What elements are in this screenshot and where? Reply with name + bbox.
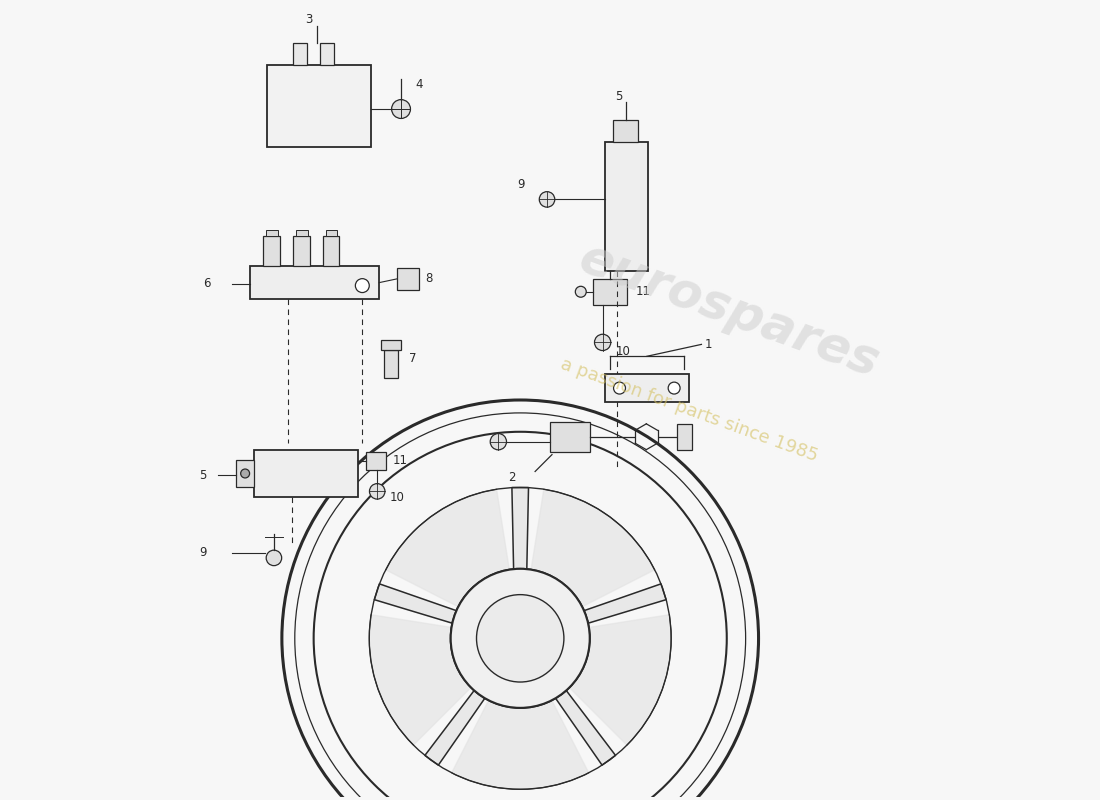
Text: 8: 8 (425, 272, 432, 286)
Circle shape (614, 382, 626, 394)
Circle shape (491, 434, 506, 450)
Circle shape (392, 100, 410, 118)
Bar (550, 422, 590, 452)
Text: 10: 10 (390, 491, 405, 504)
Text: 7: 7 (409, 352, 417, 365)
Bar (254, 450, 359, 498)
Bar (593, 279, 627, 305)
Bar (605, 374, 689, 402)
Bar (384, 350, 398, 378)
Text: 10: 10 (616, 345, 630, 358)
Bar (293, 43, 307, 66)
Bar (266, 230, 278, 236)
Bar (326, 230, 338, 236)
Bar (678, 424, 692, 450)
Text: 3: 3 (305, 13, 312, 26)
Text: 2: 2 (508, 471, 515, 484)
Polygon shape (386, 490, 509, 606)
Circle shape (539, 192, 554, 207)
Circle shape (594, 334, 610, 350)
Circle shape (668, 382, 680, 394)
Bar (263, 236, 279, 266)
Circle shape (355, 278, 370, 293)
Bar (293, 236, 310, 266)
Polygon shape (531, 490, 654, 606)
Circle shape (451, 569, 590, 708)
Polygon shape (556, 690, 616, 765)
Circle shape (241, 469, 250, 478)
Bar (320, 43, 333, 66)
Circle shape (476, 594, 564, 682)
Text: 11: 11 (393, 454, 408, 467)
Bar (382, 341, 402, 350)
Polygon shape (512, 488, 528, 569)
Text: 6: 6 (202, 278, 210, 290)
Circle shape (266, 550, 282, 566)
Circle shape (370, 484, 385, 499)
Polygon shape (425, 690, 485, 765)
Text: 11: 11 (636, 286, 650, 298)
Circle shape (451, 569, 590, 708)
Text: 9: 9 (518, 178, 525, 191)
Bar (397, 268, 419, 290)
Polygon shape (584, 584, 667, 623)
Text: eurospares: eurospares (572, 234, 886, 387)
Bar (250, 266, 380, 298)
Text: a passion for parts since 1985: a passion for parts since 1985 (558, 355, 821, 465)
Bar (236, 459, 254, 487)
Text: 5: 5 (615, 90, 623, 102)
Text: 9: 9 (199, 546, 207, 559)
Bar (613, 120, 638, 142)
Polygon shape (570, 614, 671, 745)
Polygon shape (370, 614, 471, 745)
Text: 5: 5 (199, 469, 207, 482)
Polygon shape (452, 700, 588, 790)
Bar (322, 236, 340, 266)
Bar (296, 230, 308, 236)
Text: 4: 4 (415, 78, 422, 90)
Circle shape (476, 594, 564, 682)
Circle shape (575, 286, 586, 298)
Bar (267, 66, 371, 146)
Bar (605, 142, 648, 271)
Bar (366, 452, 386, 470)
Polygon shape (374, 584, 456, 623)
Text: 1: 1 (704, 338, 712, 351)
